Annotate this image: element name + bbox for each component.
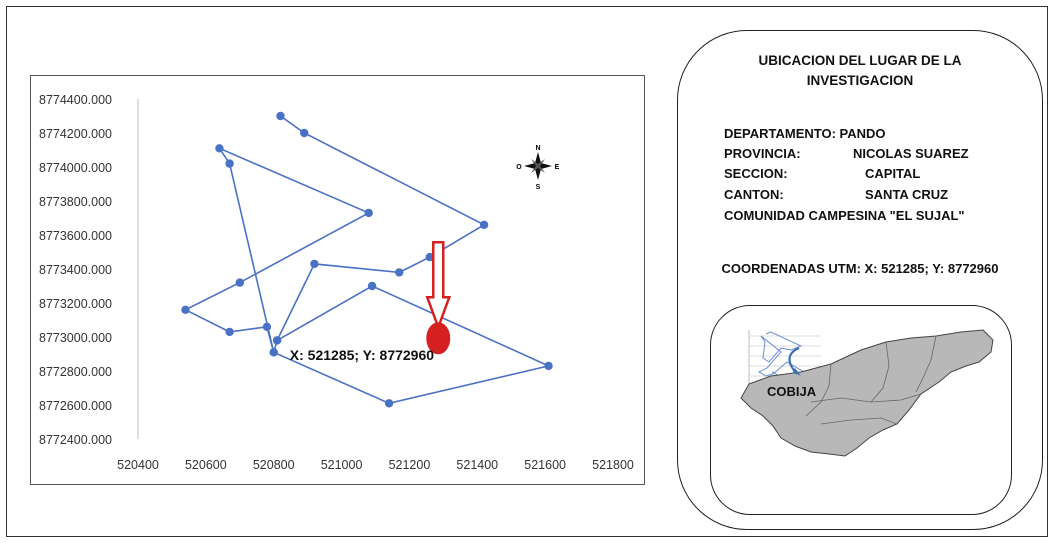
comunidad: COMUNIDAD CAMPESINA "EL SUJAL"	[724, 208, 965, 223]
coordenadas-utm: COORDENADAS UTM: X: 521285; Y: 8772960	[721, 261, 999, 276]
perimeter-line	[183, 115, 551, 405]
canton-label: CANTON:	[724, 187, 784, 202]
info-title-line1: UBICACION DEL LUGAR DE LA	[758, 53, 962, 68]
target-arrow	[425, 241, 452, 355]
province-borders	[805, 335, 937, 425]
data-point	[262, 322, 272, 331]
y-tick-label: 8772800.000	[39, 365, 112, 379]
data-point	[300, 128, 309, 138]
info-panel: UBICACION DEL LUGAR DE LA INVESTIGACION …	[677, 30, 1043, 530]
perimeter-points	[181, 111, 553, 408]
cobija-label: COBIJA	[767, 384, 817, 399]
info-title: UBICACION DEL LUGAR DE LA INVESTIGACION	[678, 51, 1042, 91]
y-tick-label: 8772600.000	[39, 399, 112, 413]
pointer-arrowhead-icon	[793, 368, 801, 376]
y-tick-label: 8774400.000	[39, 93, 112, 107]
data-point	[479, 220, 489, 229]
data-point	[215, 144, 224, 153]
data-point	[235, 278, 244, 287]
coordinate-annotation: X: 521285; Y: 8772960	[290, 347, 434, 363]
data-point	[384, 399, 394, 408]
x-axis-ticks: 520400 520600 520800 521000 521200 521400 5216…	[117, 458, 634, 472]
compass-south: S	[536, 184, 541, 191]
location-chart: 8774400.000 8774200.000 8774000.000 8773800…	[30, 75, 645, 485]
seccion-label: SECCION:	[724, 166, 788, 181]
pando-map-svg: COBIJA	[740, 329, 994, 457]
compass-north: N	[535, 145, 540, 152]
data-point	[395, 268, 404, 277]
data-point	[225, 159, 234, 168]
data-point	[425, 252, 434, 262]
compass-west: O	[516, 164, 522, 171]
x-tick-label: 521600	[524, 458, 566, 472]
x-tick-label: 520400	[117, 458, 159, 472]
compass-icon: N S E O	[516, 145, 559, 191]
data-point	[544, 361, 553, 371]
y-tick-label: 8774000.000	[39, 161, 112, 175]
data-point	[364, 208, 373, 218]
y-tick-label: 8773200.000	[39, 297, 112, 311]
provincia-label: PROVINCIA:	[724, 146, 801, 161]
data-point	[272, 336, 282, 345]
y-axis-ticks: 8774400.000 8774200.000 8774000.000 8773800…	[39, 93, 139, 447]
outer-frame	[6, 6, 1048, 537]
seccion-value: CAPITAL	[865, 166, 921, 181]
provincia-value: NICOLAS SUAREZ	[853, 146, 969, 161]
x-tick-label: 520600	[185, 458, 227, 472]
y-tick-label: 8773800.000	[39, 195, 112, 209]
info-title-line2: INVESTIGACION	[806, 73, 914, 88]
x-tick-label: 521000	[321, 458, 363, 472]
y-tick-label: 8772400.000	[39, 433, 112, 447]
down-arrow-icon	[425, 241, 452, 331]
y-tick-label: 8773000.000	[39, 331, 112, 345]
x-tick-label: 520800	[253, 458, 295, 472]
compass-east: E	[555, 164, 560, 171]
x-tick-label: 521800	[592, 458, 634, 472]
data-point	[310, 259, 319, 269]
canton-value: SANTA CRUZ	[865, 187, 949, 202]
x-tick-label: 521400	[456, 458, 498, 472]
y-tick-label: 8773600.000	[39, 229, 112, 243]
target-location-marker	[426, 322, 451, 355]
y-tick-label: 8773400.000	[39, 263, 112, 277]
data-point	[367, 281, 377, 291]
y-tick-label: 8774200.000	[39, 127, 112, 141]
data-point	[276, 111, 285, 121]
pando-map: COBIJA	[710, 305, 1012, 515]
chart-svg: 8774400.000 8774200.000 8774000.000 8773800…	[39, 93, 634, 472]
x-tick-label: 521200	[389, 458, 431, 472]
departamento: DEPARTAMENTO: PANDO	[724, 126, 886, 141]
data-point	[225, 327, 234, 337]
data-point	[181, 305, 190, 314]
data-point	[269, 348, 278, 357]
